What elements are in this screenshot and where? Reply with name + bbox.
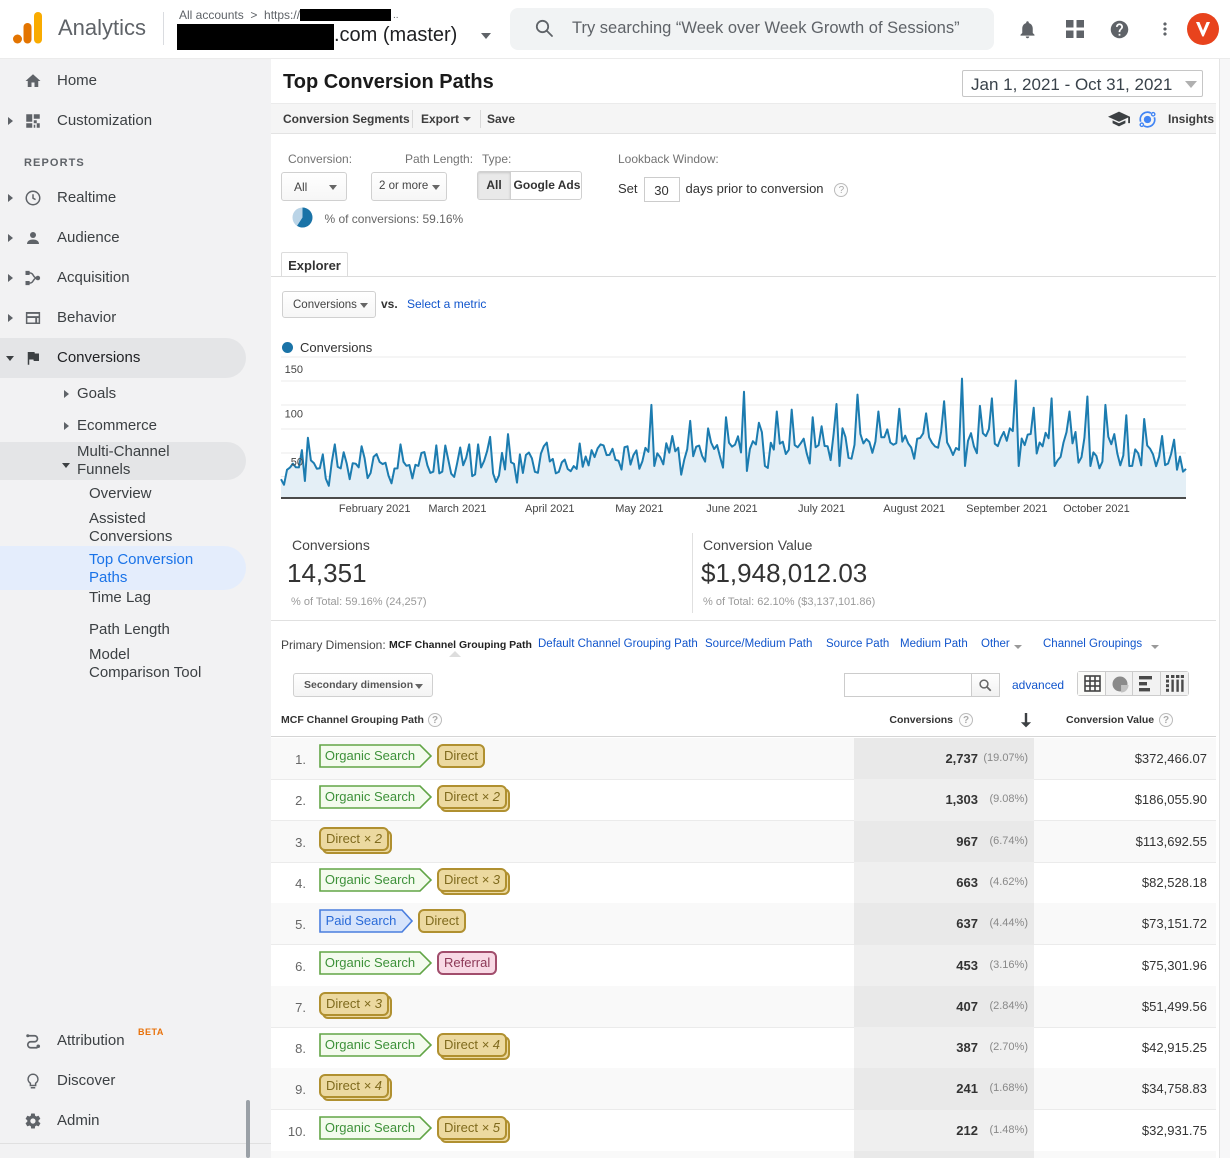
svg-text:October 2021: October 2021 xyxy=(1063,503,1130,515)
svg-text:March 2021: March 2021 xyxy=(428,503,486,515)
svg-text:July 2021: July 2021 xyxy=(798,503,845,515)
svg-text:150: 150 xyxy=(285,364,303,376)
svg-text:June 2021: June 2021 xyxy=(706,503,757,515)
svg-text:September 2021: September 2021 xyxy=(966,503,1047,515)
svg-text:May 2021: May 2021 xyxy=(615,503,663,515)
svg-text:April 2021: April 2021 xyxy=(525,503,575,515)
svg-text:February 2021: February 2021 xyxy=(339,503,411,515)
svg-text:August 2021: August 2021 xyxy=(883,503,945,515)
svg-text:100: 100 xyxy=(285,409,303,421)
svg-text:50: 50 xyxy=(291,457,303,469)
